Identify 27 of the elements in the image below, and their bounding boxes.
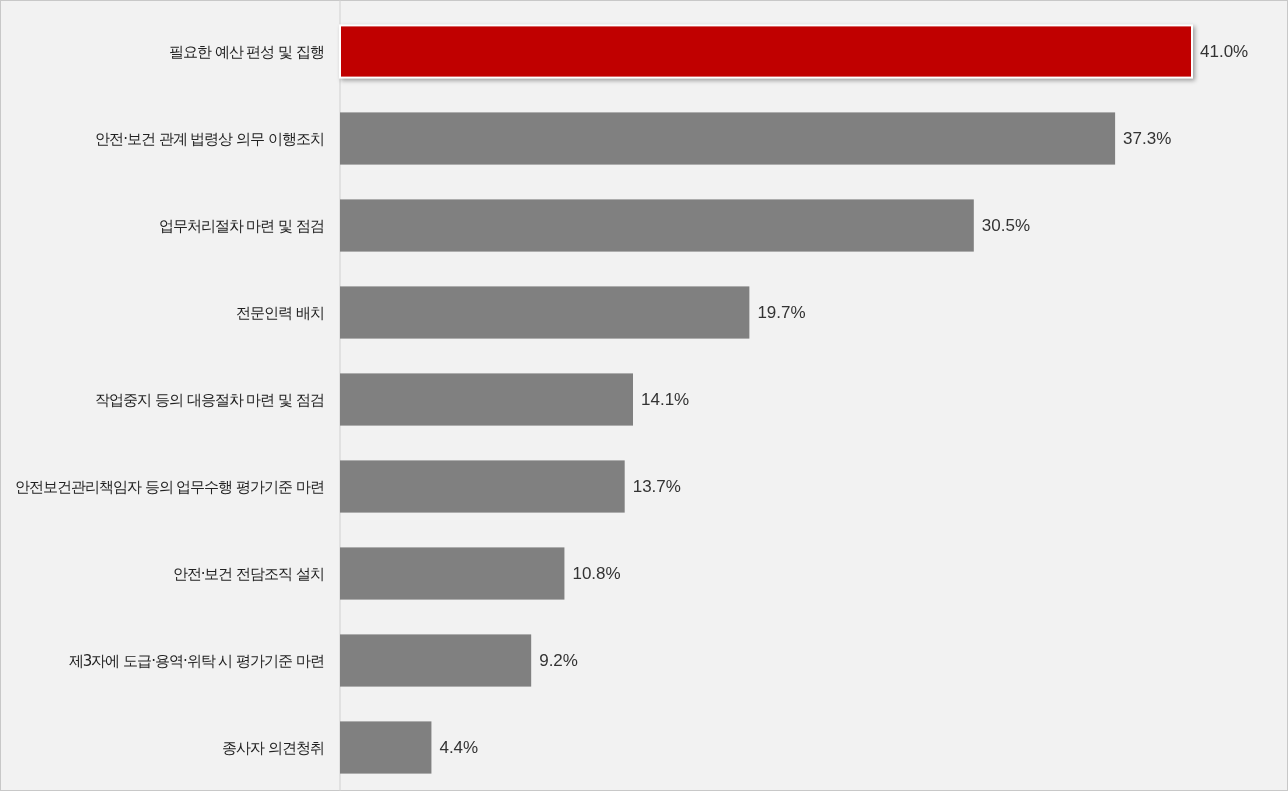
bar <box>340 721 432 774</box>
data-label: 19.7% <box>757 303 806 323</box>
y-tick-label: 안전·보건 관계 법령상 의무 이행조치 <box>95 129 324 148</box>
y-tick-label: 전문인력 배치 <box>236 303 324 322</box>
y-tick-label: 필요한 예산 편성 및 집행 <box>168 42 324 61</box>
y-tick-label: 안전보건관리책임자 등의 업무수행 평가기준 마련 <box>14 477 324 496</box>
y-tick-label: 제3자에 도급·용역·위탁 시 평가기준 마련 <box>68 651 324 670</box>
bar <box>340 460 625 513</box>
bar <box>339 24 1193 79</box>
bar <box>340 547 565 600</box>
y-tick-label: 작업중지 등의 대응절차 마련 및 점검 <box>95 390 324 409</box>
y-tick-label: 업무처리절차 마련 및 점검 <box>158 216 324 235</box>
data-label: 4.4% <box>439 738 479 758</box>
bar <box>340 199 974 252</box>
y-tick-label: 종사자 의견청취 <box>222 738 324 757</box>
data-label: 30.5% <box>981 216 1031 236</box>
bar <box>340 634 532 687</box>
data-label: 9.2% <box>539 651 578 671</box>
data-label: 14.1% <box>641 390 690 410</box>
data-label: 10.8% <box>572 564 621 584</box>
bar <box>340 112 1116 165</box>
y-tick-label: 안전·보건 전담조직 설치 <box>172 564 324 583</box>
bar <box>340 373 634 426</box>
bar <box>340 286 750 339</box>
data-label: 37.3% <box>1123 129 1172 149</box>
data-label: 41.0% <box>1200 42 1249 62</box>
data-label: 13.7% <box>632 477 681 497</box>
